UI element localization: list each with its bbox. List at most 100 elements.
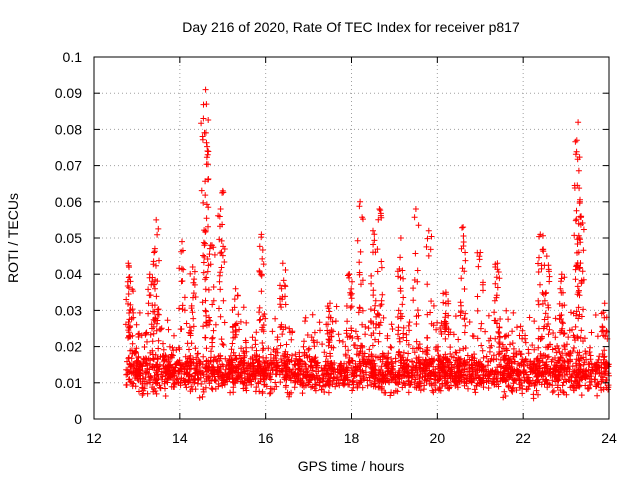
data-point	[139, 384, 146, 391]
data-point	[171, 380, 178, 387]
data-point	[475, 374, 482, 381]
data-point	[559, 302, 566, 309]
data-point	[415, 344, 422, 351]
data-point	[432, 379, 439, 386]
data-point	[199, 361, 206, 368]
data-point	[277, 295, 283, 302]
data-point	[535, 260, 541, 267]
data-point	[531, 346, 538, 353]
data-point	[200, 115, 207, 122]
data-point	[199, 133, 206, 140]
data-point	[509, 340, 516, 347]
data-point	[223, 363, 230, 369]
data-point	[274, 334, 281, 341]
data-point	[232, 355, 239, 362]
data-point	[311, 339, 318, 346]
data-point	[457, 368, 464, 375]
data-point	[559, 350, 566, 357]
data-point	[231, 304, 238, 311]
data-point	[446, 385, 452, 392]
data-point	[214, 358, 221, 364]
data-point	[595, 356, 602, 363]
data-point	[405, 350, 412, 357]
y-tick-label: 0.09	[55, 85, 82, 101]
data-point	[173, 346, 180, 353]
data-point	[154, 231, 161, 238]
data-point	[386, 369, 393, 376]
data-point	[601, 300, 608, 307]
data-point	[296, 366, 303, 373]
data-point	[463, 378, 470, 385]
data-point	[553, 349, 560, 356]
data-point	[252, 341, 259, 348]
data-point	[476, 253, 483, 260]
data-point	[152, 351, 159, 358]
data-point	[568, 309, 574, 316]
data-point	[219, 341, 226, 347]
data-point	[437, 353, 444, 360]
data-point	[188, 383, 195, 390]
data-point	[399, 267, 406, 274]
data-point	[596, 353, 603, 360]
data-point	[200, 259, 207, 266]
data-point	[598, 369, 605, 376]
data-point	[322, 365, 328, 372]
data-point	[474, 307, 481, 314]
data-point	[499, 372, 506, 379]
data-point	[467, 373, 474, 380]
data-point	[519, 356, 526, 363]
data-point	[352, 328, 359, 335]
data-point	[155, 306, 162, 313]
data-point	[384, 354, 391, 361]
data-point	[357, 377, 364, 384]
data-point	[576, 362, 583, 369]
data-point	[465, 368, 472, 375]
data-point	[328, 333, 335, 340]
data-point	[456, 378, 463, 385]
data-point	[227, 389, 234, 396]
data-point	[209, 301, 216, 308]
data-point	[394, 372, 401, 379]
data-point	[263, 373, 270, 379]
data-point	[457, 355, 464, 362]
data-point	[362, 331, 369, 338]
data-point	[221, 259, 228, 265]
data-point	[202, 297, 209, 304]
data-point	[293, 373, 300, 380]
data-point	[395, 373, 402, 380]
data-point	[327, 350, 333, 357]
data-point	[147, 292, 154, 299]
data-point	[591, 361, 598, 368]
data-point	[241, 368, 248, 375]
data-point	[209, 386, 216, 393]
data-point	[336, 337, 343, 344]
data-point	[448, 382, 454, 389]
data-point	[211, 251, 218, 258]
data-point	[375, 338, 382, 345]
data-point	[430, 389, 437, 396]
data-point	[155, 363, 162, 370]
data-point	[259, 347, 266, 354]
data-point	[415, 222, 422, 229]
data-point	[573, 312, 580, 319]
data-point	[517, 323, 524, 330]
data-point	[281, 376, 288, 383]
data-point	[221, 319, 228, 326]
data-point	[510, 354, 517, 360]
data-point	[206, 251, 213, 258]
data-point	[347, 333, 354, 339]
data-point	[247, 355, 254, 362]
data-point	[206, 245, 213, 252]
data-point	[552, 315, 559, 322]
data-point	[349, 387, 356, 394]
data-point	[461, 286, 468, 292]
data-point	[575, 369, 582, 376]
data-point	[202, 384, 209, 391]
data-point	[500, 371, 507, 378]
data-point	[359, 321, 366, 328]
data-point	[458, 275, 465, 282]
data-point	[543, 289, 550, 296]
data-point	[510, 350, 517, 357]
data-point	[531, 367, 538, 374]
data-point	[229, 323, 236, 330]
